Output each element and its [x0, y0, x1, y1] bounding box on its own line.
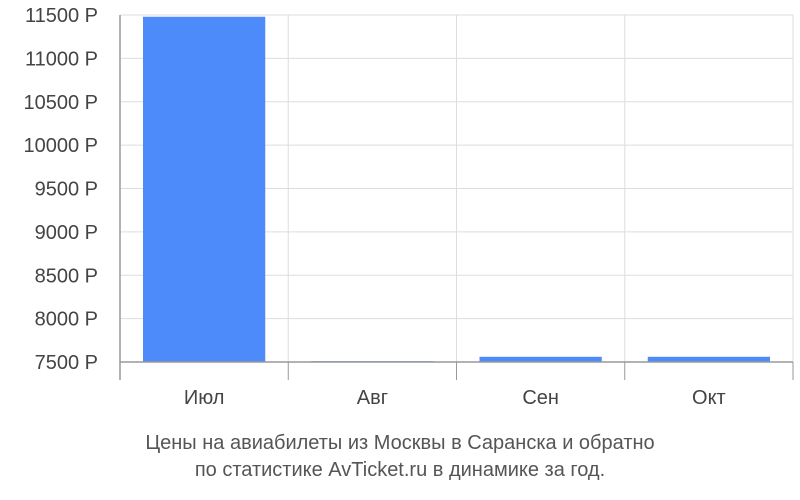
bars: [143, 16, 770, 363]
x-category-label: Авг: [357, 387, 388, 409]
chart-caption: Цены на авиабилеты из Москвы в Саранска …: [0, 430, 800, 484]
y-tick-label: 7500 Р: [35, 352, 98, 374]
axes: [119, 15, 794, 380]
x-category-labels: Июл Авг Сен Окт: [184, 387, 726, 409]
x-category-label: Окт: [692, 387, 726, 409]
y-tick-label: 9500 Р: [35, 179, 98, 201]
y-tick-label: 11500 Р: [25, 5, 98, 27]
bar-Сен: [479, 356, 602, 362]
y-tick-labels: 7500 Р 8000 Р 8500 Р 9000 Р 9500 Р 10000 Р 105…: [23, 5, 98, 374]
x-category-label: Июл: [184, 387, 225, 409]
caption-line-2: по статистике AvTicket.ru в динамике за …: [194, 459, 606, 481]
y-tick-label: 9000 Р: [35, 222, 98, 244]
price-bar-chart: 7500 Р 8000 Р 8500 Р 9000 Р 9500 Р 10000 Р 105…: [23, 5, 794, 409]
y-tick-label: 8000 Р: [35, 309, 98, 331]
y-tick-label: 11000 Р: [25, 48, 98, 70]
y-tick-label: 8500 Р: [35, 265, 98, 287]
bar-Окт: [647, 356, 770, 362]
x-category-label: Сен: [522, 387, 559, 409]
y-tick-label: 10500 Р: [23, 92, 98, 114]
caption-line-1: Цены на авиабилеты из Москвы в Саранска …: [145, 432, 655, 454]
bar-Июл: [143, 16, 266, 363]
y-tick-label: 10000 Р: [23, 135, 98, 157]
